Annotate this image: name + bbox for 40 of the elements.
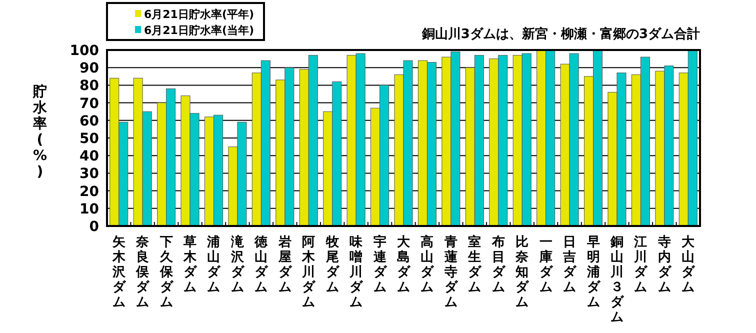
y-tick-label: 70 xyxy=(80,96,100,112)
y-tick-label: 20 xyxy=(80,184,100,200)
x-tick-label: 草木ダム xyxy=(182,235,198,295)
x-tick-label: 矢木沢ダム xyxy=(111,235,126,310)
x-tick-label: 下久保ダム xyxy=(158,235,174,310)
x-tick-label: 奈良俣ダム xyxy=(135,235,150,310)
y-tick-label: 80 xyxy=(80,78,100,94)
y-tick-label: 40 xyxy=(80,148,100,165)
x-tick-label: 一庫ダム xyxy=(538,235,554,295)
x-tick-label: 阿木川ダム xyxy=(301,235,316,310)
x-tick-label: 比奈知ダム xyxy=(514,235,530,310)
x-tick-label: 滝沢ダム xyxy=(230,234,245,295)
x-tick-label: 宇連ダム xyxy=(372,234,388,295)
x-tick-label: 布目ダム xyxy=(490,235,506,295)
x-tick-label: 早明浦ダム xyxy=(586,235,601,310)
x-tick-label: 岩屋ダム xyxy=(277,235,292,295)
x-tick-label: 寺内ダム xyxy=(656,234,672,295)
y-tick-label: 90 xyxy=(80,60,100,77)
x-tick-label: 大島ダム xyxy=(397,235,411,295)
y-tick-label: 60 xyxy=(80,113,100,130)
text: 銅山川3ダムは、新宮・柳瀬・富郷の3ダム合計 xyxy=(420,26,700,42)
y-tick-label: 0 xyxy=(89,219,100,235)
y-tick-label: 100 xyxy=(70,43,100,59)
x-tick-label: 大山ダム xyxy=(682,235,696,295)
x-tick-label: 室生ダム xyxy=(467,234,482,295)
x-tick-label: 浦山ダム xyxy=(206,235,222,295)
x-tick-label: 日吉ダム xyxy=(562,235,578,295)
y-tick-label: 50 xyxy=(80,131,100,147)
legend-label: 6月21日貯水率(平年) xyxy=(144,8,254,21)
y-tick-label: 10 xyxy=(80,201,100,218)
y-tick-label: 30 xyxy=(80,166,100,182)
x-tick-label: 青蓮寺ダム xyxy=(443,235,458,310)
x-tick-label: 牧尾ダム xyxy=(324,235,340,295)
x-tick-label: 味噌川ダム xyxy=(348,235,364,310)
y-axis-title: 貯水率(%) xyxy=(32,83,48,180)
x-tick-label: 高山ダム xyxy=(420,234,435,295)
x-tick-label: 銅山川３ダム xyxy=(609,235,624,325)
x-tick-label: 江川ダム xyxy=(633,235,648,295)
x-tick-label: 徳山ダム xyxy=(254,235,269,295)
legend-label: 6月21日貯水率(当年) xyxy=(144,24,254,37)
